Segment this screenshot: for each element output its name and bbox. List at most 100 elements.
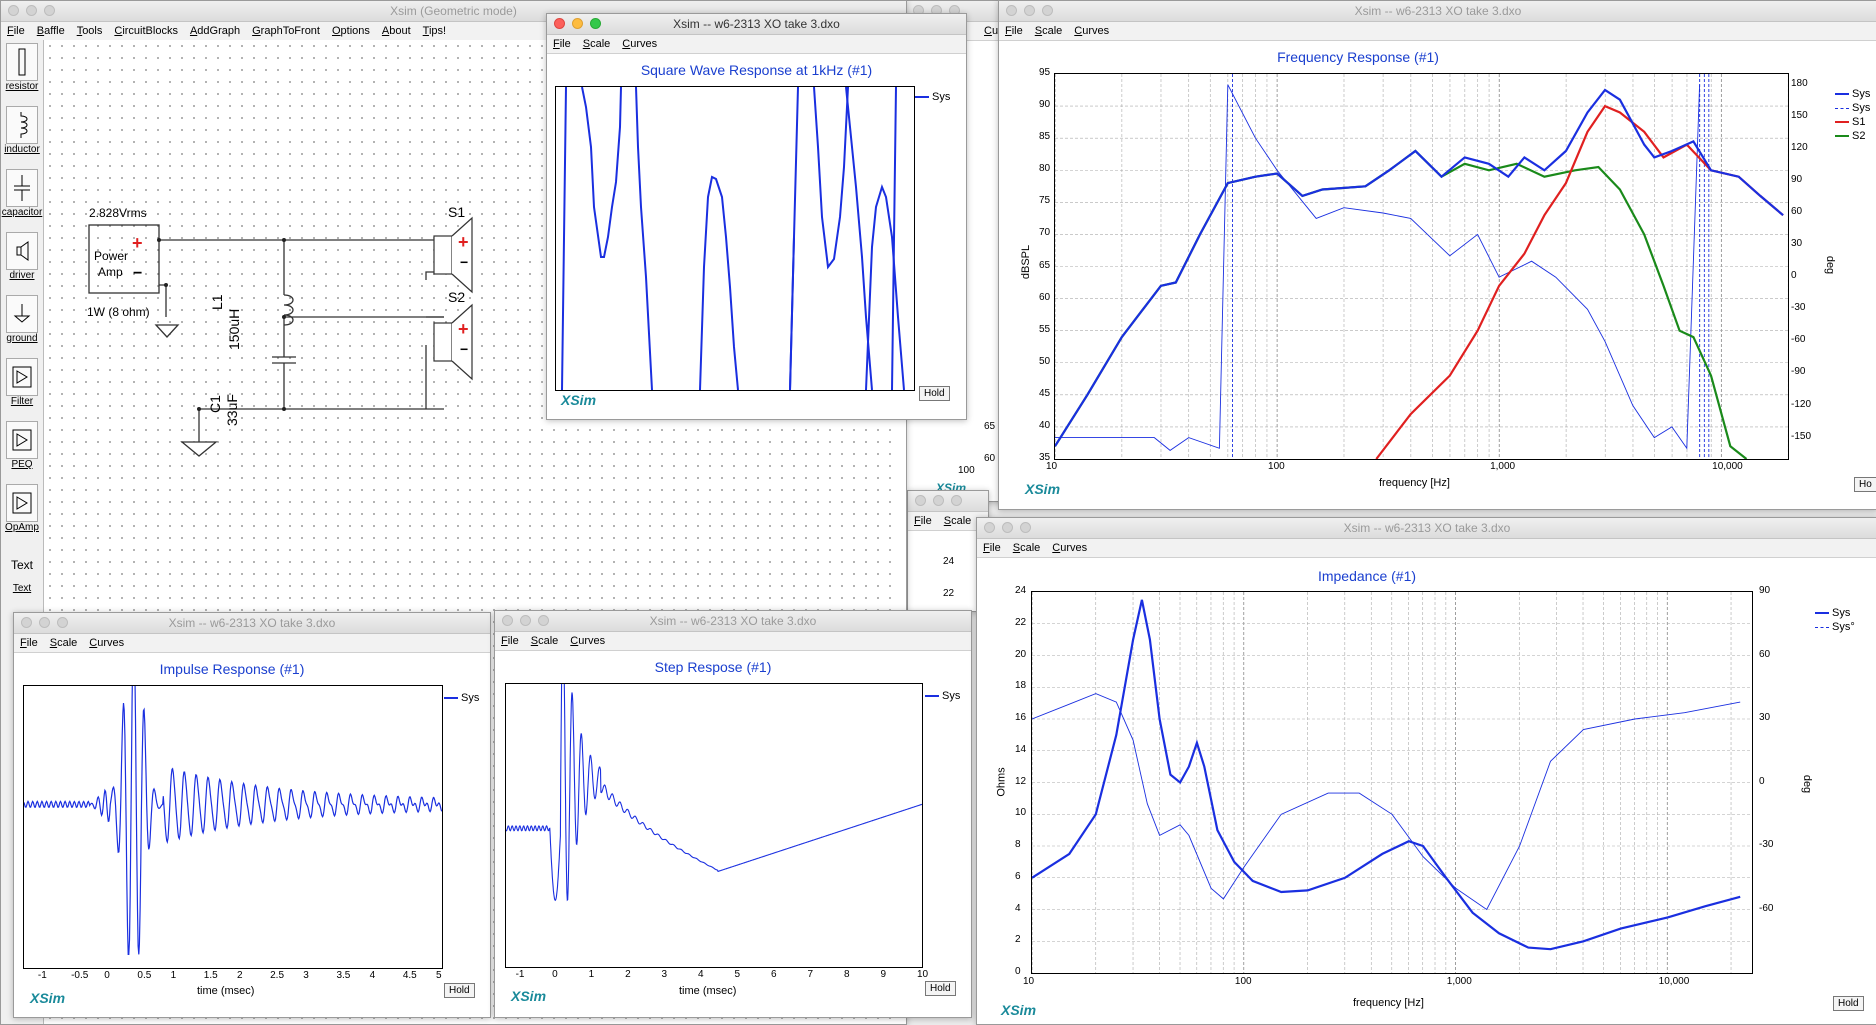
hold-button[interactable]: Hold bbox=[925, 981, 956, 996]
frequency-response-window[interactable]: Xsim -- w6-2313 XO take 3.dxo File Scale C… bbox=[998, 0, 1876, 510]
titlebar[interactable]: Xsim -- w6-2313 XO take 3.dxo bbox=[547, 14, 966, 35]
menu-file[interactable]: File bbox=[20, 637, 38, 649]
zoom-icon[interactable] bbox=[57, 617, 68, 628]
legend-item: Sys bbox=[1832, 607, 1851, 619]
menu-file[interactable]: File bbox=[1005, 25, 1023, 37]
close-icon[interactable] bbox=[554, 18, 565, 29]
tool-peq[interactable]: PEQ bbox=[1, 421, 43, 481]
titlebar[interactable]: Xsim -- w6-2313 XO take 3.dxo bbox=[495, 611, 971, 632]
menu-baffle[interactable]: Baffle bbox=[36, 25, 65, 37]
y-tick-label: 10 bbox=[1015, 807, 1027, 819]
menu-file[interactable]: File bbox=[914, 515, 932, 527]
background-graph-window-2[interactable]: File Scale 24 22 bbox=[907, 490, 989, 612]
legend: Sys Sys° bbox=[1815, 606, 1855, 634]
hold-button[interactable]: Hold bbox=[444, 983, 475, 998]
menu-curves[interactable]: Curves bbox=[1052, 542, 1088, 554]
minimize-icon[interactable] bbox=[39, 617, 50, 628]
menu-tips[interactable]: Tips! bbox=[422, 25, 447, 37]
menu-addgraph[interactable]: AddGraph bbox=[189, 25, 241, 37]
zoom-icon[interactable] bbox=[1020, 522, 1031, 533]
hold-button[interactable]: Ho bbox=[1854, 477, 1876, 492]
menu-file[interactable]: File bbox=[983, 542, 1001, 554]
square-wave-window[interactable]: Xsim -- w6-2313 XO take 3.dxo File Scale C… bbox=[546, 13, 967, 420]
legend: Sys bbox=[925, 689, 960, 703]
minimize-icon[interactable] bbox=[1024, 5, 1035, 16]
zoom-icon[interactable] bbox=[44, 5, 55, 16]
xsim-logo: XSim bbox=[511, 988, 547, 1004]
menu-file[interactable]: File bbox=[7, 25, 25, 37]
tool-filter[interactable]: Filter bbox=[1, 358, 43, 418]
window-title: Xsim -- w6-2313 XO take 3.dxo bbox=[1343, 521, 1511, 535]
menu-scale[interactable]: Scale bbox=[582, 38, 611, 50]
zoom-icon[interactable] bbox=[590, 18, 601, 29]
x-tick-label: 4 bbox=[369, 970, 376, 981]
menu-file[interactable]: File bbox=[553, 38, 571, 50]
hold-button[interactable]: Hold bbox=[1833, 996, 1864, 1011]
tool-capacitor[interactable]: capacitor bbox=[1, 169, 43, 229]
close-icon[interactable] bbox=[915, 495, 926, 506]
menu-curves[interactable]: Curves bbox=[1074, 25, 1110, 37]
zoom-icon[interactable] bbox=[1042, 5, 1053, 16]
menu-file[interactable]: File bbox=[501, 635, 519, 647]
y-tick-label: 22 bbox=[1015, 616, 1027, 628]
minimize-icon[interactable] bbox=[933, 495, 944, 506]
minimize-icon[interactable] bbox=[520, 615, 531, 626]
titlebar[interactable]: Xsim -- w6-2313 XO take 3.dxo bbox=[999, 1, 1876, 22]
menu-about[interactable]: About bbox=[381, 25, 411, 37]
menu-curves[interactable]: Curves bbox=[89, 637, 125, 649]
legend-swatch bbox=[1835, 135, 1849, 137]
menu-scale[interactable]: Scale bbox=[530, 635, 559, 647]
tool-ground[interactable]: ground bbox=[1, 295, 43, 355]
menu-circuitblocks[interactable]: CircuitBlocks bbox=[114, 25, 178, 37]
menu-curves[interactable]: Curves bbox=[622, 38, 658, 50]
plot-title: Square Wave Response at 1kHz (#1) bbox=[640, 62, 873, 78]
menu-graphtofront[interactable]: GraphToFront bbox=[252, 25, 320, 37]
plot-area[interactable] bbox=[23, 685, 443, 969]
hold-button[interactable]: Hold bbox=[919, 386, 950, 401]
menu-scale[interactable]: Scale bbox=[49, 637, 78, 649]
close-icon[interactable] bbox=[502, 615, 513, 626]
close-icon[interactable] bbox=[984, 522, 995, 533]
minimize-icon[interactable] bbox=[1002, 522, 1013, 533]
filter-icon bbox=[6, 358, 38, 396]
zoom-icon[interactable] bbox=[951, 495, 962, 506]
menu-scale[interactable]: Scale bbox=[1012, 542, 1041, 554]
menu-options[interactable]: Options bbox=[331, 25, 370, 37]
plot-area[interactable] bbox=[505, 683, 923, 968]
s2-minus: − bbox=[460, 341, 469, 357]
close-icon[interactable] bbox=[1006, 5, 1017, 16]
tick-label: 100 bbox=[958, 465, 975, 476]
impulse-response-window[interactable]: Xsim -- w6-2313 XO take 3.dxo File Scale C… bbox=[13, 612, 491, 1018]
x-tick-label: 100 bbox=[1234, 976, 1252, 987]
plot-area[interactable] bbox=[1054, 73, 1789, 460]
titlebar[interactable]: Xsim -- w6-2313 XO take 3.dxo bbox=[977, 518, 1876, 539]
menu-curves[interactable]: Curves bbox=[570, 635, 606, 647]
s2-label: S2 bbox=[448, 289, 466, 305]
plot-area[interactable] bbox=[1031, 591, 1753, 974]
tool-inductor[interactable]: inductor bbox=[1, 106, 43, 166]
impedance-window[interactable]: Xsim -- w6-2313 XO take 3.dxo File Scale C… bbox=[976, 517, 1876, 1025]
menu-scale[interactable]: Scale bbox=[1034, 25, 1063, 37]
step-response-window[interactable]: Xsim -- w6-2313 XO take 3.dxo File Scale C… bbox=[494, 610, 972, 1018]
x-tick-label: 0.5 bbox=[137, 970, 152, 981]
close-icon[interactable] bbox=[21, 617, 32, 628]
window-title: Xsim -- w6-2313 XO take 3.dxo bbox=[168, 616, 336, 630]
menu-scale[interactable]: Scale bbox=[943, 515, 972, 527]
y-tick-label: 2 bbox=[1015, 934, 1021, 946]
x-tick-label: 1 bbox=[170, 970, 177, 981]
x-axis-label: time (msec) bbox=[197, 985, 255, 997]
close-icon[interactable] bbox=[8, 5, 19, 16]
plot-area[interactable] bbox=[555, 86, 915, 391]
minimize-icon[interactable] bbox=[572, 18, 583, 29]
zoom-icon[interactable] bbox=[538, 615, 549, 626]
tool-opamp[interactable]: OpAmp bbox=[1, 484, 43, 544]
minimize-icon[interactable] bbox=[26, 5, 37, 16]
window-title: Xsim -- w6-2313 XO take 3.dxo bbox=[1354, 4, 1522, 18]
tool-text[interactable]: Text Text bbox=[1, 547, 43, 607]
titlebar[interactable]: Xsim -- w6-2313 XO take 3.dxo bbox=[14, 613, 490, 634]
y2-tick-label: 0 bbox=[1759, 775, 1765, 787]
tool-driver[interactable]: driver bbox=[1, 232, 43, 292]
y2-tick-label: 150 bbox=[1791, 109, 1808, 121]
tool-resistor[interactable]: resistor bbox=[1, 43, 43, 103]
menu-tools[interactable]: Tools bbox=[76, 25, 103, 37]
